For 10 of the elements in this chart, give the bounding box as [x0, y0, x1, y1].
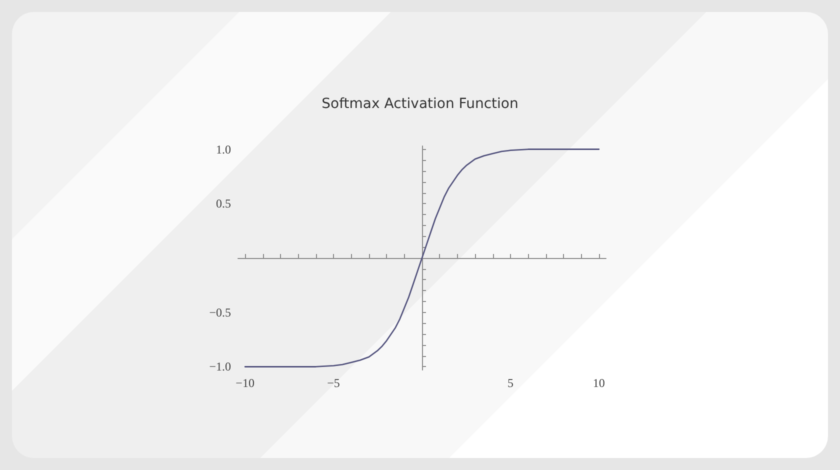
chart-title: Softmax Activation Function [322, 96, 518, 112]
x-tick-label: −10 [236, 376, 254, 390]
y-tick-label: 0.5 [216, 196, 231, 211]
y-tick-label: −1.0 [209, 360, 231, 374]
y-tick-label: 1.0 [216, 142, 231, 156]
x-tick-label: −5 [327, 376, 340, 390]
x-tick-label: 10 [592, 376, 605, 390]
x-tick-label: 5 [507, 376, 514, 390]
y-tick-label: −0.5 [209, 305, 231, 320]
line-series [244, 148, 600, 368]
